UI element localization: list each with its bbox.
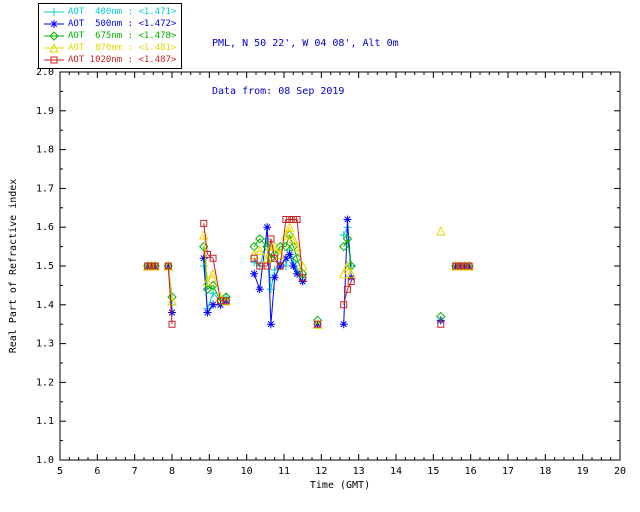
x-tick-label: 15 bbox=[427, 466, 439, 477]
y-tick-label: 1.6 bbox=[36, 222, 54, 233]
y-tick-label: 1.3 bbox=[36, 339, 54, 350]
x-tick-label: 11 bbox=[278, 466, 290, 477]
y-tick-label: 1.1 bbox=[36, 416, 54, 427]
diamond-marker-icon bbox=[44, 31, 64, 41]
series-markers-aot-1020nm bbox=[144, 215, 473, 328]
legend-series-mean: <1.487> bbox=[138, 55, 177, 65]
x-tick-label: 16 bbox=[465, 466, 477, 477]
legend-series-mean: <1.481> bbox=[138, 43, 177, 53]
legend-item-aot-500nm: AOT 500nm : <1.472> bbox=[43, 18, 176, 30]
x-tick-label: 12 bbox=[315, 466, 327, 477]
legend-item-aot-675nm: AOT 675nm : <1.478> bbox=[43, 30, 176, 42]
series-markers-aot-500nm bbox=[143, 215, 474, 329]
x-tick-label: 19 bbox=[577, 466, 589, 477]
site-location: PML, N 50 22', W 04 08', Alt 0m bbox=[212, 38, 399, 49]
x-tick-label: 14 bbox=[390, 466, 402, 477]
legend-series-label: AOT 870nm : bbox=[68, 43, 139, 53]
legend-series-mean: <1.472> bbox=[138, 19, 177, 29]
x-tick-label: 13 bbox=[353, 466, 365, 477]
series-markers-aot-675nm bbox=[143, 230, 474, 326]
series-line-aot-870nm bbox=[147, 226, 470, 302]
x-tick-label: 20 bbox=[614, 466, 626, 477]
series-markers-aot-870nm bbox=[142, 222, 474, 329]
series-line-aot-675nm bbox=[147, 234, 470, 302]
x-tick-label: 18 bbox=[539, 466, 551, 477]
x-tick-label: 5 bbox=[57, 466, 63, 477]
legend-series-label: AOT 400nm : bbox=[68, 7, 139, 17]
x-tick-label: 10 bbox=[241, 466, 253, 477]
legend-series-label: AOT 1020nm : bbox=[68, 55, 139, 65]
legend-series-mean: <1.471> bbox=[138, 7, 177, 17]
square-marker-icon bbox=[44, 56, 64, 64]
legend-item-aot-1020nm: AOT 1020nm : <1.487> bbox=[43, 54, 176, 66]
legend-series-mean: <1.478> bbox=[138, 31, 177, 41]
y-axis-label: Real Part of Refractive index bbox=[8, 179, 19, 354]
legend: AOT 400nm : <1.471> AOT 500nm : <1.472> AO… bbox=[38, 3, 183, 69]
legend-series-label: AOT 675nm : bbox=[68, 31, 139, 41]
x-axis-label: Time (GMT) bbox=[310, 480, 370, 491]
y-tick-label: 1.2 bbox=[36, 377, 54, 388]
x-tick-label: 6 bbox=[94, 466, 100, 477]
data-date: Data from: 08 Sep 2019 bbox=[212, 86, 345, 97]
asterisk-marker-icon bbox=[44, 20, 64, 28]
y-tick-label: 2.0 bbox=[36, 67, 54, 78]
series-markers-aot-400nm bbox=[143, 223, 474, 329]
y-tick-label: 1.4 bbox=[36, 300, 54, 311]
series-line-aot-500nm bbox=[147, 219, 470, 325]
y-tick-label: 1.5 bbox=[36, 261, 54, 272]
x-tick-label: 7 bbox=[132, 466, 138, 477]
y-tick-label: 1.7 bbox=[36, 183, 54, 194]
x-tick-label: 17 bbox=[502, 466, 514, 477]
x-tick-label: 8 bbox=[169, 466, 175, 477]
x-tick-label: 9 bbox=[206, 466, 212, 477]
site-header: PML, N 50 22', W 04 08', Alt 0m Data fro… bbox=[212, 4, 399, 132]
legend-item-aot-870nm: AOT 870nm : <1.481> bbox=[43, 42, 176, 54]
legend-item-aot-400nm: AOT 400nm : <1.471> bbox=[43, 6, 176, 18]
y-tick-label: 1.0 bbox=[36, 455, 54, 466]
legend-series-label: AOT 500nm : bbox=[68, 19, 139, 29]
series-line-aot-400nm bbox=[147, 226, 470, 309]
series-line-aot-1020nm bbox=[147, 218, 470, 325]
y-tick-label: 1.8 bbox=[36, 145, 54, 156]
plus-marker-icon bbox=[44, 8, 64, 16]
triangle-marker-icon bbox=[44, 43, 64, 53]
y-tick-label: 1.9 bbox=[36, 106, 54, 117]
